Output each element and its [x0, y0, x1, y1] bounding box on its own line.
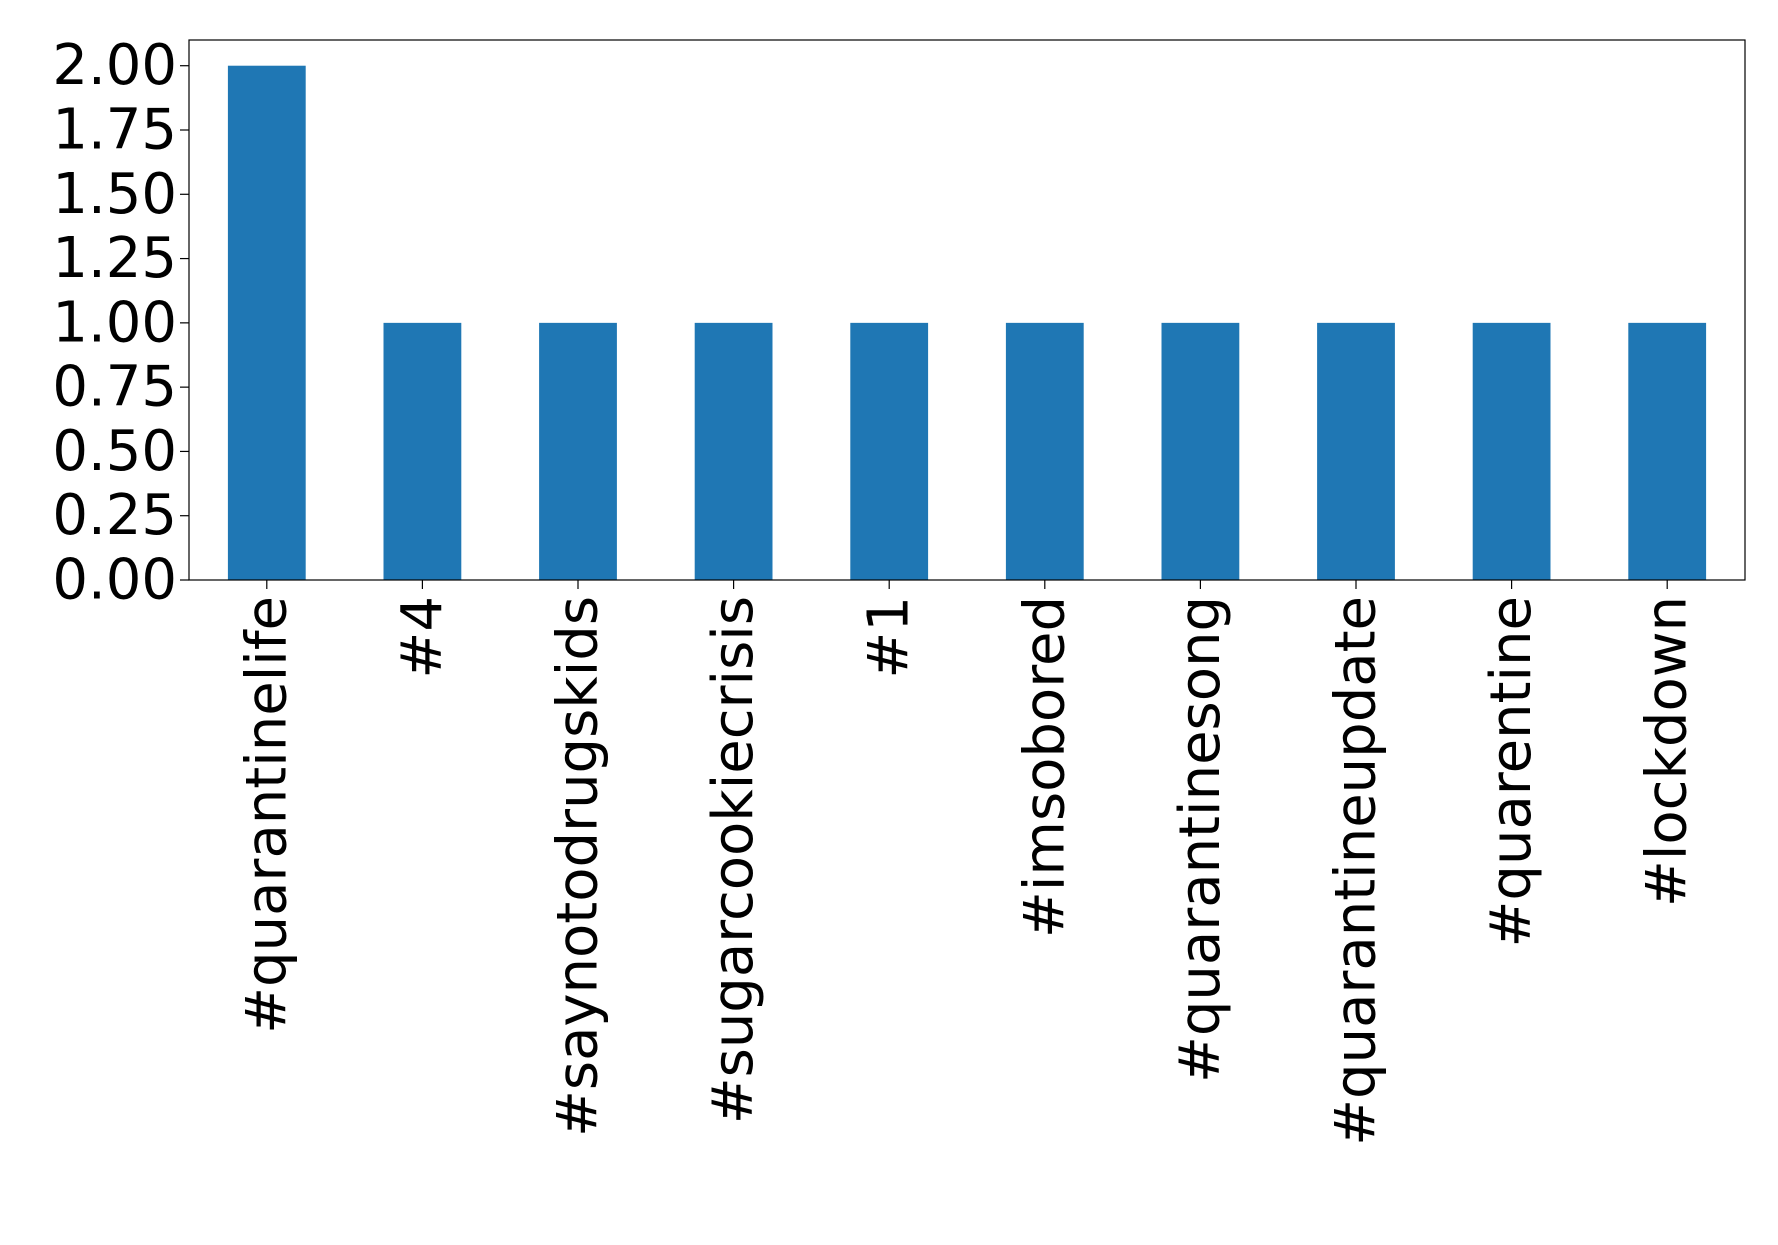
x-tick-label-2: #saynotodrugskids	[546, 596, 611, 1137]
y-tick-label-4: 1.00	[52, 290, 177, 355]
x-tick-label-6: #quarantinesong	[1168, 596, 1233, 1083]
y-tick-label-5: 1.25	[52, 226, 177, 291]
x-axis-ticks: #quarantinelife #4 #saynotodrugskids #sugar…	[234, 580, 1700, 1146]
bar-5	[1005, 322, 1084, 580]
bar-8	[1472, 322, 1551, 580]
x-tick-label-8: #quarentine	[1479, 596, 1544, 947]
bar-6	[1161, 322, 1240, 580]
x-tick-label-7: #quarantineupdate	[1324, 596, 1389, 1146]
bar-4	[850, 322, 929, 580]
bar-7	[1317, 322, 1395, 580]
bar-3	[694, 322, 773, 580]
x-tick-label-0: #quarantinelife	[234, 596, 299, 1034]
x-tick-label-1: #4	[390, 596, 455, 679]
x-tick-label-9: #lockdown	[1635, 596, 1700, 907]
bar-2	[539, 322, 617, 580]
y-tick-label-3: 0.75	[52, 355, 177, 420]
y-tick-label-6: 1.50	[52, 162, 177, 227]
plot-frame	[188, 39, 1746, 581]
x-tick-label-5: #imsobored	[1012, 596, 1077, 938]
y-tick-label-1: 0.25	[52, 483, 177, 548]
x-tick-label-3: #sugarcookiecrisis	[701, 596, 766, 1124]
y-tick-label-7: 1.75	[52, 98, 177, 163]
y-axis-ticks: 0.000.250.500.751.001.251.501.752.00	[52, 33, 189, 613]
bar-9	[1628, 322, 1707, 580]
y-tick-label-2: 0.50	[52, 419, 177, 484]
bar-1	[383, 322, 462, 580]
y-tick-label-0: 0.00	[52, 548, 177, 613]
x-tick-label-4: #1	[857, 596, 922, 679]
y-tick-label-8: 2.00	[52, 33, 177, 98]
bar-0	[227, 65, 306, 580]
bars-layer	[227, 65, 1707, 580]
axes-layer	[188, 39, 1746, 581]
